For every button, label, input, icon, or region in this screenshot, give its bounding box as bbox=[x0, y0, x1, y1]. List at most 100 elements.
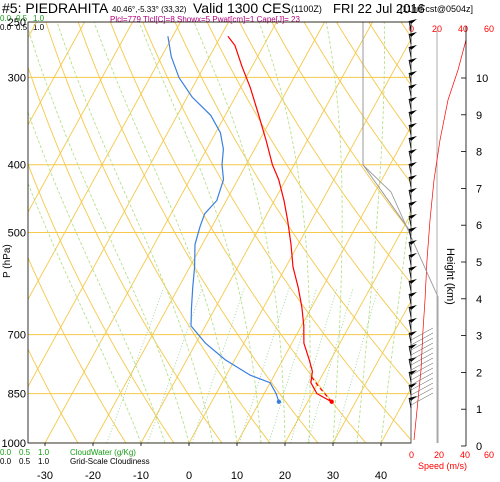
height-tick-label: 2 bbox=[476, 367, 482, 379]
wind-barb bbox=[408, 85, 412, 97]
mixing-ratio-line bbox=[239, 287, 290, 443]
valid-time: Valid 1300 CES bbox=[193, 0, 291, 16]
cloudiness-bottom-tick: 1.0 bbox=[38, 457, 50, 466]
mixing-ratio-line bbox=[106, 287, 165, 443]
wind-barb-flag bbox=[409, 279, 417, 284]
wind-barb bbox=[408, 137, 412, 149]
surface-dewpoint-marker bbox=[276, 399, 282, 404]
wind-barb bbox=[408, 293, 412, 305]
wind-barb-flag bbox=[409, 97, 417, 102]
forecast-run: [11hrFcst@0504z] bbox=[400, 4, 473, 14]
windspeed-bottom-tick: 0 bbox=[409, 450, 414, 460]
wind-barb-flag bbox=[409, 305, 417, 310]
windspeed-tick-label: 0 bbox=[409, 24, 414, 34]
dry-adiabat-line bbox=[303, 22, 411, 184]
dry-adiabat-line bbox=[45, 22, 271, 443]
cloudiness-axis-label: Grid-Scale Cloudiness bbox=[70, 457, 150, 466]
height-tick-label: 0 bbox=[476, 441, 482, 453]
cloudwater-bottom-tick: 0.5 bbox=[19, 448, 31, 457]
wind-barb bbox=[408, 33, 412, 45]
isotherm-line bbox=[28, 22, 229, 388]
temperature-axis: -30 -20 -10 0 10 20 30 40 bbox=[37, 443, 387, 482]
dry-adiabat-line bbox=[466, 22, 500, 443]
moist-adiabat-line bbox=[356, 22, 385, 443]
wind-barb-flag bbox=[409, 32, 417, 37]
temperature-tick-label: 30 bbox=[327, 470, 339, 482]
wind-barb bbox=[408, 371, 412, 383]
wind-barb-flag bbox=[409, 45, 417, 50]
wind-barb bbox=[408, 98, 412, 110]
windspeed-bottom-tick: 20 bbox=[434, 450, 444, 460]
moist-adiabat-line bbox=[325, 22, 343, 443]
moist-adiabat-line bbox=[258, 22, 311, 443]
moist-adiabat-line bbox=[28, 182, 142, 443]
wind-barb bbox=[408, 319, 412, 331]
isotherm-line bbox=[140, 22, 373, 443]
isotherm-line bbox=[28, 22, 85, 126]
moist-adiabat-line bbox=[380, 198, 411, 443]
wind-barb-flag bbox=[409, 19, 417, 24]
height-axis: 0 1 2 3 4 5 6 7 8 9 10 bbox=[461, 26, 488, 453]
temperature-line bbox=[227, 35, 332, 403]
isotherm-line bbox=[28, 22, 133, 214]
dry-adiabat-line bbox=[174, 22, 411, 388]
isotherm-line bbox=[92, 22, 325, 443]
cloudwater-top-axis: 0.0 0.5 1.0 0.0 0.5 1.0 bbox=[0, 14, 45, 32]
dry-adiabat-line bbox=[28, 162, 175, 443]
wind-barb bbox=[408, 254, 412, 266]
height-tick-label: 7 bbox=[476, 183, 482, 195]
wind-barb-flag bbox=[409, 370, 417, 375]
dry-adiabat-line bbox=[28, 65, 223, 443]
height-axis-label: Height (km) bbox=[444, 248, 456, 305]
sounding-series bbox=[167, 35, 334, 404]
wind-barb-flag bbox=[409, 253, 417, 258]
pressure-tick-label: 850 bbox=[8, 389, 26, 401]
wind-barb-flag bbox=[409, 214, 417, 219]
dry-adiabat-line bbox=[206, 22, 411, 336]
cloudwater-bottom-tick: 1.0 bbox=[38, 448, 50, 457]
wind-barb bbox=[408, 20, 412, 32]
utc-time: (1100Z) bbox=[291, 4, 322, 14]
low-level-barb bbox=[410, 367, 434, 381]
height-tick-label: 3 bbox=[476, 331, 482, 343]
surface-temperature-marker bbox=[329, 399, 334, 404]
cloudwater-tick-label: 0.5 bbox=[16, 14, 28, 23]
dry-adiabat-line bbox=[433, 22, 500, 443]
wind-barb bbox=[408, 332, 412, 344]
dry-adiabat-line bbox=[400, 22, 411, 38]
wind-barb-flag bbox=[409, 396, 417, 401]
wind-barb bbox=[408, 176, 412, 188]
low-level-barb bbox=[410, 342, 434, 356]
isotherm-line bbox=[44, 22, 277, 443]
wind-barb bbox=[408, 150, 412, 162]
height-tick-label: 6 bbox=[476, 220, 482, 232]
isotherm-line bbox=[429, 22, 500, 443]
windspeed-tick-label: 40 bbox=[458, 24, 468, 34]
thermo-background bbox=[28, 22, 500, 443]
pressure-tick-label: 1000 bbox=[2, 438, 26, 450]
wind-barb bbox=[408, 345, 412, 357]
stability-params: Plcl=779 Tlcl[C]=8 Showx=5 Pwat[cm]=1 Ca… bbox=[110, 15, 301, 24]
low-level-barb bbox=[410, 392, 434, 406]
wind-barb bbox=[408, 228, 412, 240]
dry-adiabat-line bbox=[77, 22, 319, 443]
wind-barb-flag bbox=[409, 149, 417, 154]
windspeed-tick-label: 60 bbox=[484, 24, 494, 34]
wind-barb-flag bbox=[409, 240, 417, 245]
region-boundary-line bbox=[362, 22, 411, 233]
wind-barb bbox=[408, 189, 412, 201]
windspeed-bottom-tick: 60 bbox=[484, 450, 494, 460]
wind-barb bbox=[408, 215, 412, 227]
wind-barb-flag bbox=[409, 136, 417, 141]
height-tick-label: 1 bbox=[476, 404, 482, 416]
pressure-axis-label: P (hPa) bbox=[2, 244, 13, 278]
wind-barb bbox=[408, 72, 412, 84]
moist-adiabat-line bbox=[56, 22, 214, 443]
low-level-barb bbox=[410, 352, 434, 366]
pressure-tick-label: 700 bbox=[8, 330, 26, 342]
wind-barb-flag bbox=[409, 188, 417, 193]
moist-adiabat-line bbox=[193, 22, 286, 443]
dewpoint-line bbox=[167, 36, 280, 402]
wind-barb bbox=[408, 163, 412, 175]
